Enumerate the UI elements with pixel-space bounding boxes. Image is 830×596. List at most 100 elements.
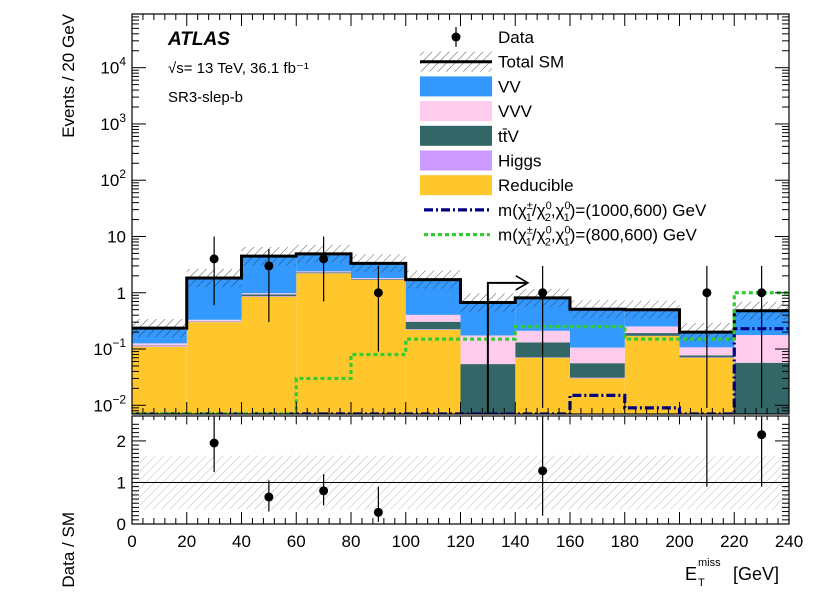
ratio-point-2 [319, 486, 329, 496]
x-tick-label-140: 140 [501, 532, 529, 551]
legend-signal-1-part-5: 2 [545, 237, 551, 249]
atlas-label: ATLAS [167, 29, 230, 50]
data-point-0 [209, 254, 219, 264]
stack-bar-vvv-5 [405, 314, 461, 322]
x-tick-label-180: 180 [611, 532, 639, 551]
legend-signal-0-part-2: 1 [526, 212, 532, 224]
legend-signal-1-part-1: ± [527, 225, 533, 237]
y-axis-title: Events / 20 GeV [59, 13, 78, 137]
legend-signal-1-part-0: m(χ [498, 226, 527, 245]
y-tick-exp-5: 3 [119, 111, 126, 125]
ratio-plot-marks [132, 416, 789, 522]
ratio-y-tick-label-0: 0 [117, 515, 126, 534]
legend-label-4: Reducible [498, 176, 574, 195]
legend-total-sm-label: Total SM [498, 53, 564, 72]
stack-bar-reducible-1 [186, 322, 242, 414]
y-tick-label-3: 10 [107, 227, 126, 246]
y-tick-label-2: 1 [117, 284, 126, 303]
y-tick-exp-4: 2 [119, 167, 126, 181]
y-tick-exp-6: 4 [119, 55, 126, 69]
y-tick-label-1: 10−1 [93, 336, 126, 359]
stack-bar-reducible-8 [570, 378, 625, 414]
x-tick-label-0: 0 [127, 532, 136, 551]
y-tick-base-2: 1 [117, 284, 126, 303]
legend-signal-label-0: m(χ± 1/χ0 2,χ0 1)=(1000,600) GeV [498, 200, 707, 224]
legend-swatch-3 [420, 150, 492, 171]
data-point-3 [373, 288, 383, 298]
legend-signal-0-part-7: 0 [564, 200, 570, 212]
legend-signal-1-part-7: 0 [564, 225, 570, 237]
x-tick-label-160: 160 [556, 532, 584, 551]
x-tick-label-60: 60 [287, 532, 306, 551]
x-tick-label-120: 120 [446, 532, 474, 551]
ratio-y-axis-title: Data / SM [59, 512, 78, 588]
energy-lumi-label: √s= 13 TeV, 36.1 fb⁻¹ [168, 60, 309, 77]
legend-signal-0-part-9: )=(1000,600) GeV [570, 201, 707, 220]
total-sm-line [132, 252, 789, 334]
legend-signal-0-part-1: ± [527, 200, 533, 212]
y-tick-base-6: 10 [100, 59, 119, 78]
ratio-point-6 [757, 430, 767, 440]
legend-signal-0-part-6: ,χ [551, 201, 565, 220]
x-title-main: E [685, 564, 697, 584]
stack-bar-vvv-0 [132, 343, 187, 346]
data-point-4 [538, 288, 548, 298]
legend-signal-label-1: m(χ± 1/χ0 2,χ0 1)=(800,600) GeV [498, 225, 697, 249]
axes: 0 20 40 60 80 100 120 140 160 180 200 220 24010−210−… [93, 13, 803, 551]
legend-signal-1-part-9: )=(800,600) GeV [570, 226, 698, 245]
data-point-1 [264, 261, 274, 271]
ratio-point-3 [373, 507, 383, 517]
ratio-point-1 [264, 492, 274, 502]
x-tick-label-40: 40 [232, 532, 251, 551]
legend-label-3: Higgs [498, 152, 541, 171]
legend-signal-0-part-4: 0 [546, 200, 552, 212]
legend-data-marker [451, 32, 461, 42]
legend-signal-0-part-0: m(χ [498, 201, 527, 220]
y-tick-base-1: 10 [93, 340, 112, 359]
y-tick-base-4: 10 [100, 171, 119, 190]
x-tick-label-200: 200 [665, 532, 693, 551]
legend-signal-1-part-4: 0 [546, 225, 552, 237]
data-point-2 [319, 254, 329, 264]
ratio-y-tick-label-1: 1 [117, 473, 126, 492]
x-title-sub: T [698, 577, 705, 589]
legend-signal-1-part-3: /χ [532, 226, 546, 245]
y-tick-label-5: 103 [100, 111, 126, 134]
x-title-sup: miss [698, 557, 721, 569]
ratio-point-0 [209, 438, 219, 448]
cut-arrow-head [515, 275, 530, 291]
x-tick-label-100: 100 [392, 532, 420, 551]
y-tick-label-4: 102 [100, 167, 126, 190]
y-tick-exp-1: −1 [112, 336, 126, 350]
y-tick-label-6: 104 [100, 55, 126, 78]
stack-bar-higgs-5 [405, 329, 461, 330]
legend-signal-1-part-6: ,χ [551, 226, 565, 245]
x-tick-label-220: 220 [720, 532, 748, 551]
stack-bar-higgs-0 [132, 345, 187, 347]
legend-swatch-2 [420, 125, 492, 146]
legend-signal-0-part-3: /χ [532, 201, 546, 220]
legend-signal-1-part-2: 1 [526, 237, 532, 249]
stack-bar-ttv-9 [624, 333, 680, 336]
ratio-point-4 [538, 466, 548, 476]
y-tick-label-0: 10−2 [93, 392, 126, 415]
x-axis-title: E miss T [GeV] [685, 557, 779, 589]
stack-bar-vvv-9 [624, 326, 680, 334]
legend-label-0: VV [498, 77, 521, 96]
y-tick-exp-0: −2 [112, 392, 126, 406]
cut-arrow-line [486, 281, 526, 414]
signal-line-1 [132, 291, 789, 414]
legend-signal-1-part-8: 1 [564, 237, 570, 249]
x-tick-label-240: 240 [775, 532, 803, 551]
legend-swatch-0 [420, 76, 492, 97]
legend-swatch-1 [420, 101, 492, 122]
stack-bar-reducible-0 [132, 346, 187, 414]
legend-data-label: Data [498, 28, 534, 47]
stack-bar-reducible-9 [624, 336, 680, 414]
legend-swatch-4 [420, 175, 492, 196]
data-point-5 [702, 288, 712, 298]
stack-bar-ttv-8 [570, 363, 625, 378]
y-tick-base-0: 10 [93, 396, 112, 415]
x-tick-label-20: 20 [177, 532, 196, 551]
